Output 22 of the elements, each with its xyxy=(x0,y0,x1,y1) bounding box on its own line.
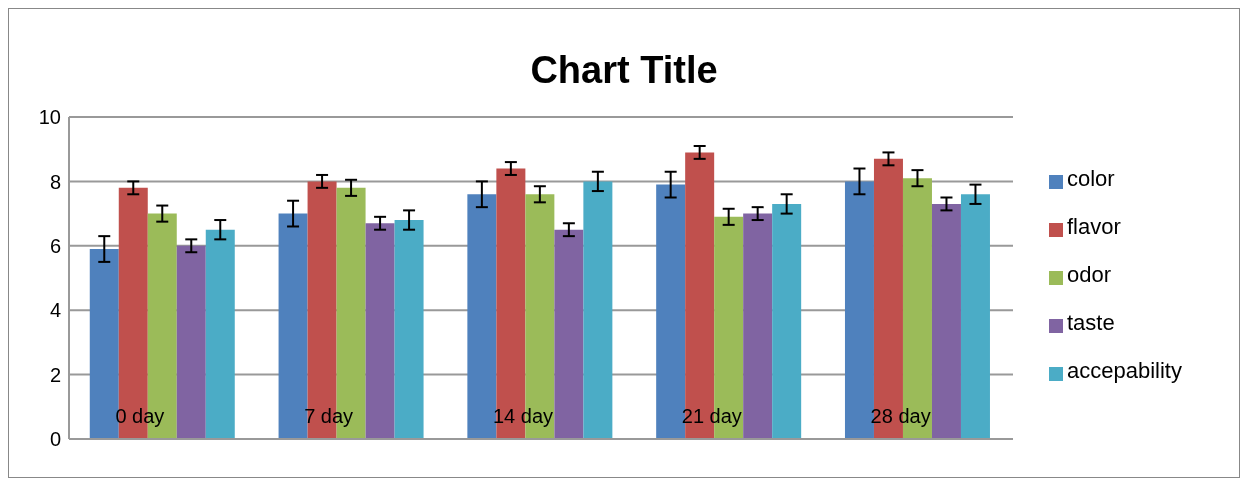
y-tick-label: 0 xyxy=(49,428,61,451)
bar xyxy=(960,194,990,439)
y-tick-label: 10 xyxy=(38,106,61,129)
legend-label: accepability xyxy=(1067,358,1182,383)
bar xyxy=(176,245,206,439)
legend-label: flavor xyxy=(1067,214,1121,239)
legend-label: color xyxy=(1067,166,1115,191)
legend-label: taste xyxy=(1067,310,1115,335)
chart-title: Chart Title xyxy=(529,48,719,93)
y-tick-label: 2 xyxy=(49,363,61,386)
bar xyxy=(772,203,802,439)
bar xyxy=(554,229,584,439)
y-tick-label: 8 xyxy=(49,170,61,193)
bar xyxy=(205,229,235,439)
bar xyxy=(931,203,961,439)
bar xyxy=(583,181,613,439)
y-tick-label: 6 xyxy=(49,234,61,257)
legend-label: odor xyxy=(1067,262,1112,287)
y-tick-label: 4 xyxy=(49,299,61,322)
bar xyxy=(365,223,395,439)
bar xyxy=(743,213,773,439)
bar xyxy=(394,220,424,439)
